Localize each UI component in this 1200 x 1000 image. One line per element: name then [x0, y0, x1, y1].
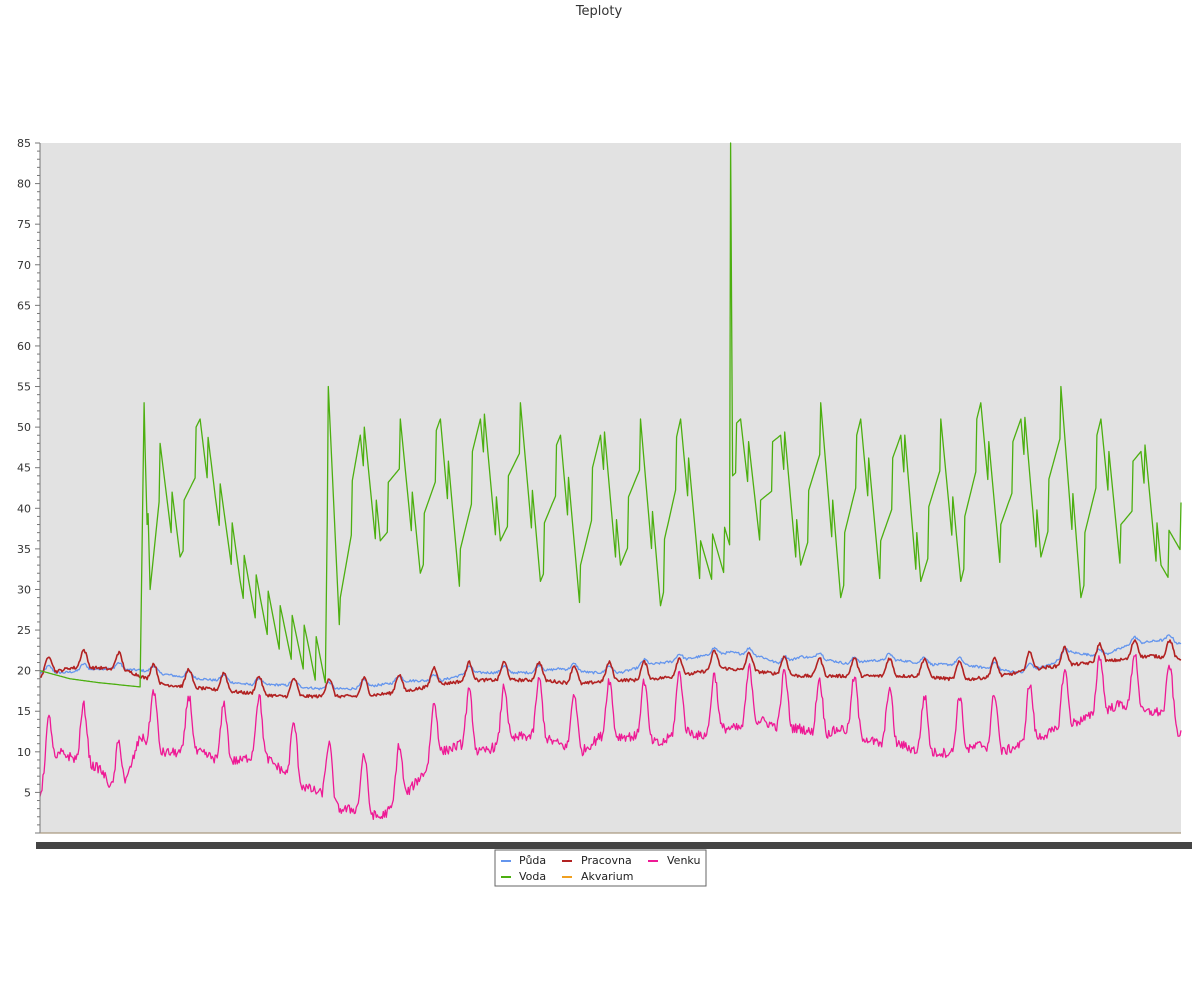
legend-item-venku: Venku: [648, 854, 700, 867]
legend: Půda Pracovna Venku Voda Akvarium: [494, 849, 707, 887]
y-tick-label: 85: [17, 137, 31, 150]
y-tick-label: 5: [24, 786, 31, 799]
y-tick-label: 45: [17, 462, 31, 475]
series-line-pracovna: [39, 639, 1182, 699]
legend-box: [494, 849, 707, 887]
y-tick-label: 55: [17, 381, 31, 394]
y-tick-label: 70: [17, 259, 31, 272]
y-tick-label: 50: [17, 421, 31, 434]
y-tick-label: 30: [17, 583, 31, 596]
x-axis: [36, 832, 1192, 849]
y-tick-label: 75: [17, 218, 31, 231]
series-line-voda: [39, 142, 1182, 688]
series-line-venku: [39, 653, 1182, 821]
legend-item-akvarium: Akvarium: [562, 870, 633, 883]
y-tick-label: 20: [17, 665, 31, 678]
y-tick-label: 35: [17, 543, 31, 556]
legend-item-puda: Půda: [501, 854, 546, 867]
y-tick-label: 10: [17, 746, 31, 759]
y-tick-label: 25: [17, 624, 31, 637]
y-tick-label: 65: [17, 299, 31, 312]
legend-label: Voda: [519, 870, 546, 883]
legend-item-pracovna: Pracovna: [562, 854, 632, 867]
y-tick-label: 40: [17, 502, 31, 515]
x-axis-tick-band: [36, 842, 1192, 849]
y-tick-label: 80: [17, 178, 31, 191]
legend-label: Pracovna: [581, 854, 632, 867]
legend-label: Akvarium: [581, 870, 633, 883]
legend-label: Půda: [519, 854, 546, 867]
chart-title: Teploty: [575, 4, 623, 19]
legend-item-voda: Voda: [501, 870, 546, 883]
y-tick-label: 15: [17, 705, 31, 718]
y-axis: 5 10 15 20 25 30 35 40 45 50 55 60 65 70 75 80 85: [17, 137, 41, 834]
y-tick-label: 60: [17, 340, 31, 353]
plot-background: [40, 143, 1181, 833]
legend-label: Venku: [667, 854, 700, 867]
